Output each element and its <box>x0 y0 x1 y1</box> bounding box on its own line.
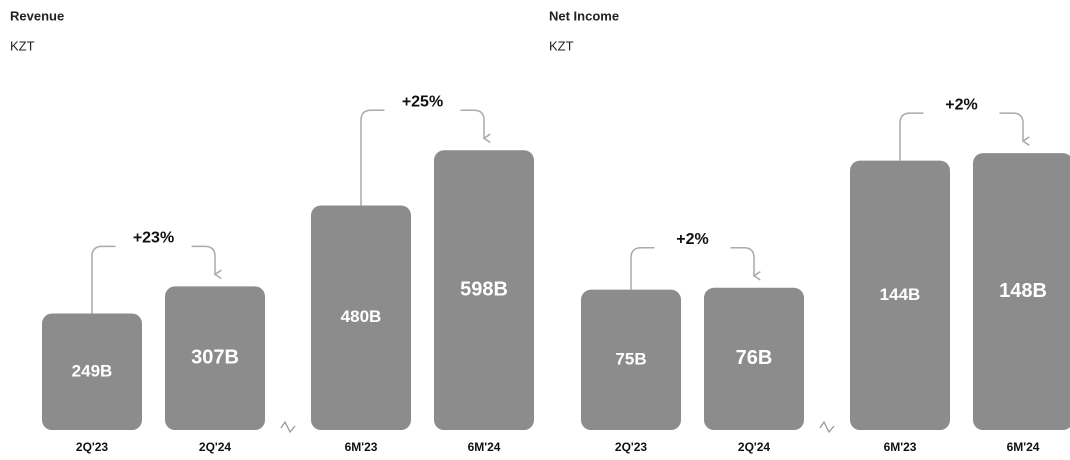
bar <box>311 205 411 430</box>
connector <box>630 247 655 290</box>
x-tick-label: 6M'24 <box>1007 440 1040 454</box>
growth-label: +25% <box>402 94 443 111</box>
x-tick-label: 2Q'23 <box>76 440 109 454</box>
value-label: 598B <box>460 278 508 300</box>
value-label: 307B <box>191 346 239 368</box>
bar <box>973 153 1070 430</box>
value-label: 144B <box>880 285 921 304</box>
value-label: 148B <box>999 280 1047 302</box>
x-tick-label: 6M'24 <box>468 440 501 454</box>
growth-label: +23% <box>133 230 174 247</box>
bar <box>165 286 265 430</box>
x-tick-label: 6M'23 <box>884 440 917 454</box>
chart-title: Net Income <box>549 8 619 23</box>
chart-subtitle: KZT <box>549 38 574 53</box>
connector <box>360 109 385 206</box>
value-label: 75B <box>615 349 646 368</box>
connector-arrow <box>191 245 222 280</box>
chart-title: Revenue <box>10 8 64 23</box>
value-label: 480B <box>341 307 382 326</box>
bar <box>434 150 534 430</box>
bar <box>704 287 804 430</box>
x-tick-label: 6M'23 <box>345 440 378 454</box>
connector-arrow <box>460 109 491 144</box>
bar <box>581 289 681 430</box>
x-tick-label: 2Q'23 <box>615 440 648 454</box>
connector <box>899 112 924 161</box>
bar <box>42 313 142 430</box>
chart-subtitle: KZT <box>10 38 35 53</box>
x-tick-label: 2Q'24 <box>738 440 771 454</box>
growth-label: +2% <box>676 231 708 248</box>
connector-arrow <box>730 247 761 281</box>
connector <box>91 245 116 314</box>
bar <box>850 160 950 431</box>
growth-label: +2% <box>945 96 977 113</box>
value-label: 249B <box>72 361 113 380</box>
connector-arrow <box>999 112 1030 146</box>
value-label: 76B <box>736 347 773 369</box>
x-tick-label: 2Q'24 <box>199 440 232 454</box>
axis-break <box>819 420 835 434</box>
axis-break <box>280 420 296 434</box>
